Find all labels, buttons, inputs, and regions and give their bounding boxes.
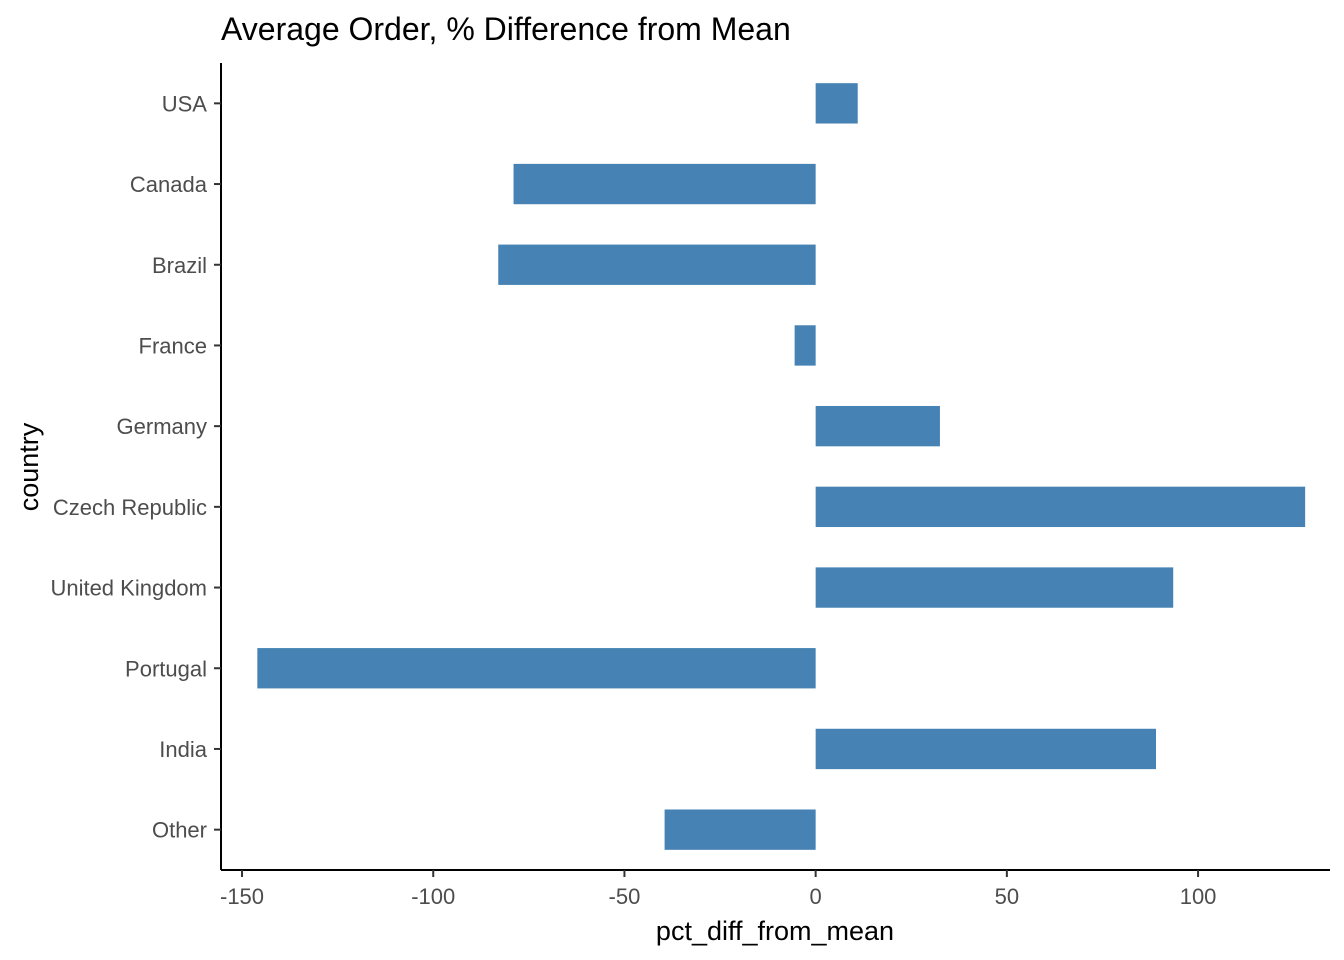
x-axis-title: pct_diff_from_mean <box>656 916 894 946</box>
y-tick-label-czech-republic: Czech Republic <box>53 495 207 520</box>
x-tick-label: 0 <box>810 884 822 909</box>
bar-other <box>664 809 816 850</box>
y-tick-label-india: India <box>159 737 207 762</box>
bar-germany <box>815 405 940 447</box>
y-tick-label-france: France <box>139 333 207 358</box>
x-axis-ticks: -150 -100 -50 0 50 100 <box>220 870 1216 909</box>
bar-united-kingdom <box>815 567 1174 608</box>
y-tick-label-united-kingdom: United Kingdom <box>50 576 207 601</box>
y-tick-label-usa: USA <box>162 91 208 116</box>
x-tick-label: -150 <box>220 884 264 909</box>
bar-czech-republic <box>815 486 1306 528</box>
x-tick-label: -50 <box>609 884 641 909</box>
y-tick-label-brazil: Brazil <box>152 253 207 278</box>
y-axis-title: country <box>14 422 44 511</box>
bar-india <box>815 728 1157 770</box>
bar-brazil <box>498 244 816 285</box>
y-axis-ticks: USA Canada Brazil France Germany Czech Republ… <box>50 91 221 843</box>
bar-usa <box>815 83 858 124</box>
bar-portugal <box>257 648 816 689</box>
bar-canada <box>513 163 816 205</box>
bar-france <box>794 325 816 366</box>
bars-group <box>257 83 1306 850</box>
y-tick-label-canada: Canada <box>130 172 208 197</box>
x-tick-label: 100 <box>1180 884 1217 909</box>
x-tick-label: -100 <box>411 884 455 909</box>
y-tick-label-portugal: Portugal <box>125 656 207 681</box>
x-tick-label: 50 <box>995 884 1019 909</box>
y-tick-label-germany: Germany <box>117 414 207 439</box>
chart-title: Average Order, % Difference from Mean <box>221 11 791 47</box>
y-tick-label-other: Other <box>152 818 207 843</box>
